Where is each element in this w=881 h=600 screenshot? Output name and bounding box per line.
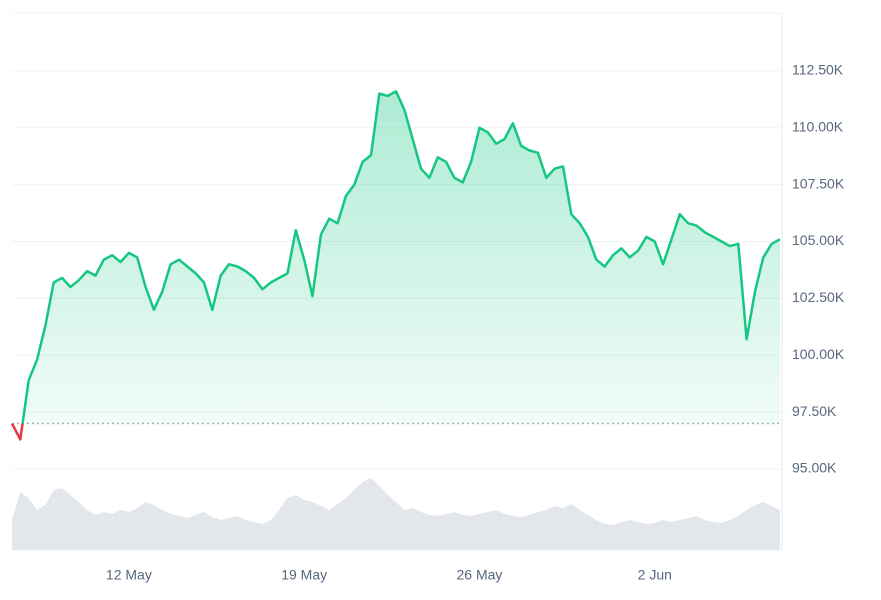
y-tick-label: 110.00K (792, 118, 844, 134)
y-tick-label: 112.50K (792, 62, 844, 78)
y-tick-label: 102.50K (792, 289, 845, 305)
x-tick-label: 19 May (281, 567, 327, 583)
y-tick-label: 100.00K (792, 346, 845, 362)
x-tick-label: 26 May (457, 567, 503, 583)
y-tick-label: 107.50K (792, 175, 845, 191)
y-tick-label: 105.00K (792, 232, 845, 248)
y-tick-label: 97.50K (792, 403, 837, 419)
price-line (12, 90, 781, 424)
volume-area (12, 478, 780, 550)
x-tick-label: 2 Jun (638, 567, 672, 583)
y-tick-label: 95.00K (792, 460, 837, 476)
price-area (12, 91, 780, 424)
x-tick-label: 12 May (106, 567, 152, 583)
